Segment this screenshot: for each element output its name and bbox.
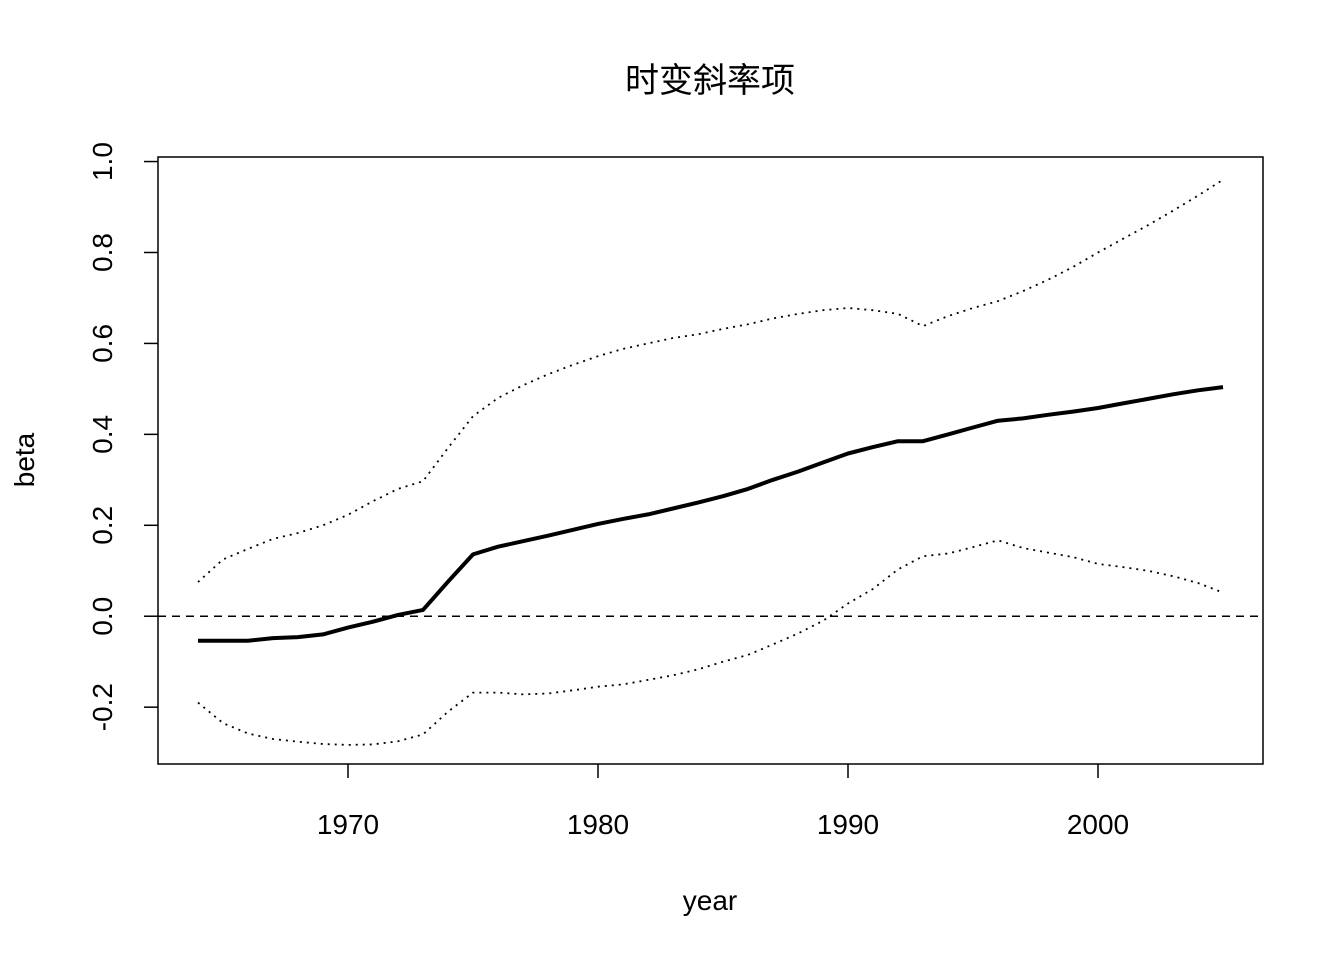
y-tick-label: 0.6 <box>87 324 118 363</box>
y-tick-label: 0.2 <box>87 506 118 545</box>
lower-band-line <box>197 539 1224 746</box>
x-tick-label: 2000 <box>1067 809 1129 840</box>
y-tick-label: 0.8 <box>87 233 118 272</box>
y-tick-label: 0.0 <box>87 597 118 636</box>
plot-frame <box>157 156 1264 765</box>
y-tick-label: 1.0 <box>87 142 118 181</box>
y-axis-label: beta <box>9 432 40 487</box>
axes: 1970 1980 1990 2000 -0.2 0.0 0.2 0.4 0.6 0.8 1.0 <box>87 142 1129 840</box>
beta-estimate-line <box>198 385 1224 643</box>
x-axis-label: year <box>683 885 737 916</box>
x-tick-label: 1980 <box>567 809 629 840</box>
upper-band-line <box>197 178 1224 583</box>
y-tick-label: 0.4 <box>87 415 118 454</box>
x-tick-label: 1970 <box>317 809 379 840</box>
x-tick-label: 1990 <box>817 809 879 840</box>
chart-title: 时变斜率项 <box>625 61 795 101</box>
y-tick-label: -0.2 <box>87 683 118 731</box>
series-layer <box>158 178 1263 746</box>
